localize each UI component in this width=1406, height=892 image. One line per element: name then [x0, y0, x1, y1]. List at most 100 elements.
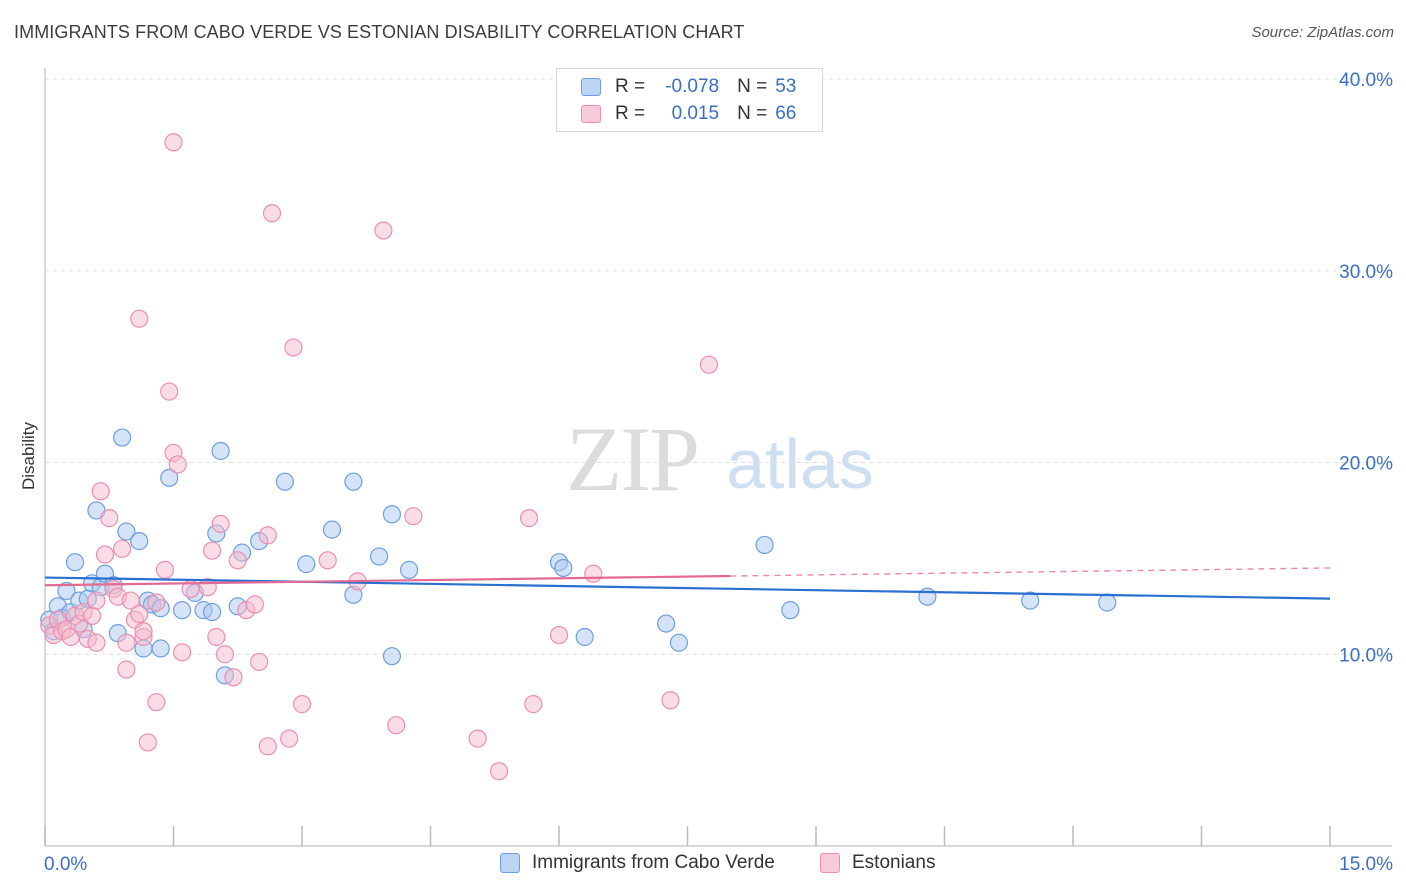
- data-point-cabo-verde: [669, 633, 689, 652]
- data-point-estonians: [404, 507, 423, 526]
- data-point-cabo-verde: [275, 472, 294, 491]
- data-point-estonians: [117, 660, 136, 679]
- data-point-estonians: [95, 545, 115, 564]
- data-point-estonians: [228, 551, 247, 570]
- series-legend: Immigrants from Cabo Verde Estonians: [0, 852, 1406, 878]
- data-point-cabo-verde: [65, 553, 85, 572]
- legend-row-blue: R = -0.078 N = 53: [581, 75, 796, 99]
- data-point-estonians: [489, 762, 509, 781]
- data-point-estonians: [202, 541, 222, 560]
- data-point-estonians: [280, 729, 299, 748]
- legend-item-estonians[interactable]: Estonians: [820, 852, 935, 874]
- data-point-cabo-verde: [297, 555, 316, 574]
- data-point-estonians: [262, 204, 282, 223]
- legend-swatch-blue: [500, 853, 520, 873]
- data-point-cabo-verde: [554, 558, 573, 578]
- data-point-estonians: [147, 693, 166, 712]
- data-point-estonians: [699, 355, 719, 374]
- data-point-estonians: [138, 733, 157, 752]
- data-point-estonians: [134, 622, 153, 641]
- data-point-estonians: [387, 716, 406, 735]
- data-point-estonians: [164, 133, 183, 152]
- data-point-estonians: [147, 593, 166, 612]
- data-point-estonians: [374, 221, 393, 240]
- data-point-estonians: [87, 591, 106, 610]
- legend-swatch-pink: [820, 853, 840, 873]
- data-point-estonians: [121, 591, 140, 610]
- trend-line-estonians-projection: [730, 567, 1331, 577]
- trend-line-estonians: [44, 574, 731, 587]
- data-point-estonians: [91, 482, 110, 501]
- legend-swatch-pink: [581, 105, 601, 123]
- data-point-cabo-verde: [656, 614, 676, 633]
- trend-layer: [44, 567, 1331, 600]
- data-point-estonians: [661, 691, 680, 710]
- data-point-estonians: [519, 509, 539, 528]
- data-point-estonians: [87, 633, 106, 652]
- data-point-estonians: [130, 604, 149, 624]
- data-point-cabo-verde: [202, 602, 222, 622]
- legend-swatch-blue: [581, 78, 601, 96]
- data-point-cabo-verde: [370, 547, 389, 566]
- data-point-estonians: [584, 564, 603, 583]
- data-point-cabo-verde: [151, 639, 170, 658]
- y-tick-label: 20.0%: [1339, 454, 1393, 475]
- x-tick-label-min: 0.0%: [44, 854, 87, 875]
- data-point-cabo-verde: [322, 520, 342, 539]
- legend-n-label: N =: [737, 76, 768, 97]
- data-point-cabo-verde: [382, 505, 402, 524]
- grid-layer: [45, 78, 1392, 655]
- legend-r-value: -0.078: [665, 76, 720, 97]
- data-point-cabo-verde: [112, 428, 132, 447]
- legend-n-label: N =: [737, 103, 768, 124]
- data-point-estonians: [292, 695, 312, 714]
- data-point-estonians: [100, 509, 119, 528]
- data-point-cabo-verde: [382, 647, 402, 666]
- data-point-estonians: [211, 514, 230, 533]
- data-point-estonians: [258, 526, 277, 545]
- data-point-cabo-verde: [57, 581, 76, 601]
- y-axis-label: Disability: [19, 421, 38, 490]
- y-tick-label: 30.0%: [1339, 262, 1393, 283]
- legend-r-label: R =: [615, 76, 646, 97]
- data-point-estonians: [168, 455, 187, 474]
- chart-title: IMMIGRANTS FROM CABO VERDE VS ESTONIAN D…: [14, 22, 745, 42]
- data-point-estonians: [215, 645, 234, 664]
- data-point-cabo-verde: [1098, 593, 1117, 612]
- data-point-cabo-verde: [918, 587, 937, 606]
- data-point-estonians: [83, 606, 102, 626]
- data-point-estonians: [117, 633, 136, 652]
- correlation-legend: R = -0.078 N = 53 R = 0.015 N = 66: [556, 68, 823, 132]
- data-point-estonians: [172, 643, 192, 662]
- label-layer: 10.0% 20.0% 30.0% 40.0% 0.0% 15.0% Disability: [19, 70, 1393, 875]
- legend-label: Immigrants from Cabo Verde: [532, 852, 775, 873]
- legend-row-pink: R = 0.015 N = 66: [581, 102, 796, 126]
- data-point-estonians: [130, 309, 149, 328]
- points-layer: [40, 133, 1117, 781]
- legend-r-label: R =: [615, 103, 646, 124]
- legend-n-value: 66: [775, 103, 797, 124]
- data-point-estonians: [284, 338, 303, 357]
- data-point-cabo-verde: [781, 601, 800, 620]
- legend-label: Estonians: [852, 852, 936, 873]
- data-point-estonians: [224, 668, 243, 687]
- data-point-estonians: [160, 382, 179, 401]
- trend-line-cabo-verde: [44, 576, 1331, 600]
- data-point-cabo-verde: [130, 532, 149, 551]
- data-point-cabo-verde: [575, 627, 594, 647]
- data-point-estonians: [258, 737, 277, 756]
- data-point-estonians: [549, 625, 569, 645]
- data-point-cabo-verde: [160, 468, 179, 487]
- data-point-estonians: [112, 539, 132, 558]
- y-tick-label: 40.0%: [1339, 70, 1393, 91]
- data-point-cabo-verde: [117, 522, 136, 541]
- data-point-cabo-verde: [1021, 591, 1040, 610]
- data-point-cabo-verde: [755, 535, 774, 555]
- x-tick-label-max: 15.0%: [1339, 854, 1393, 875]
- legend-item-cabo-verde[interactable]: Immigrants from Cabo Verde: [500, 852, 775, 874]
- data-point-cabo-verde: [211, 441, 230, 461]
- data-point-cabo-verde: [399, 560, 419, 579]
- data-point-estonians: [207, 627, 226, 647]
- legend-n-value: 53: [775, 76, 797, 97]
- y-tick-label: 10.0%: [1339, 645, 1393, 666]
